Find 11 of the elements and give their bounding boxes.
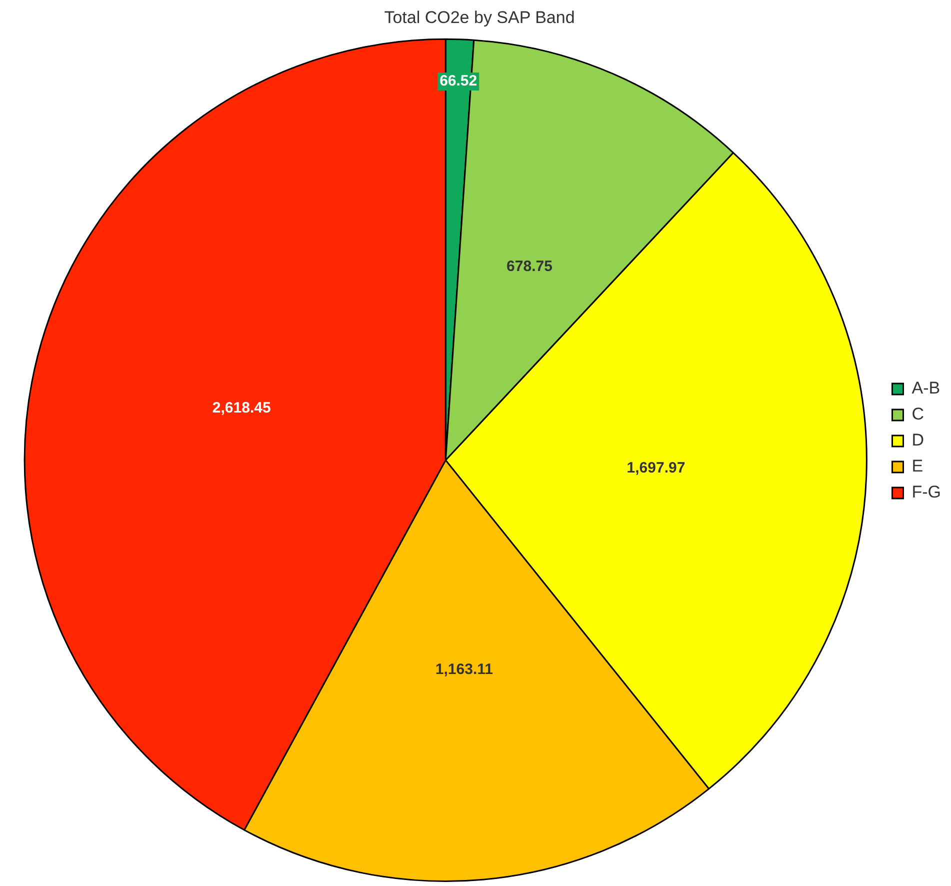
legend-label: E xyxy=(912,456,924,476)
data-label: 1,697.97 xyxy=(626,459,686,476)
legend-label: F-G xyxy=(912,482,942,502)
legend-label: A-B xyxy=(912,378,940,398)
chart-title: Total CO2e by SAP Band xyxy=(384,8,575,27)
data-label: 66.52 xyxy=(440,72,478,90)
legend-label: D xyxy=(912,430,924,450)
legend-label: C xyxy=(912,404,924,424)
data-label: 1,163.11 xyxy=(435,661,493,678)
data-label: 2,618.45 xyxy=(212,399,271,416)
data-label: 678.75 xyxy=(506,258,552,276)
